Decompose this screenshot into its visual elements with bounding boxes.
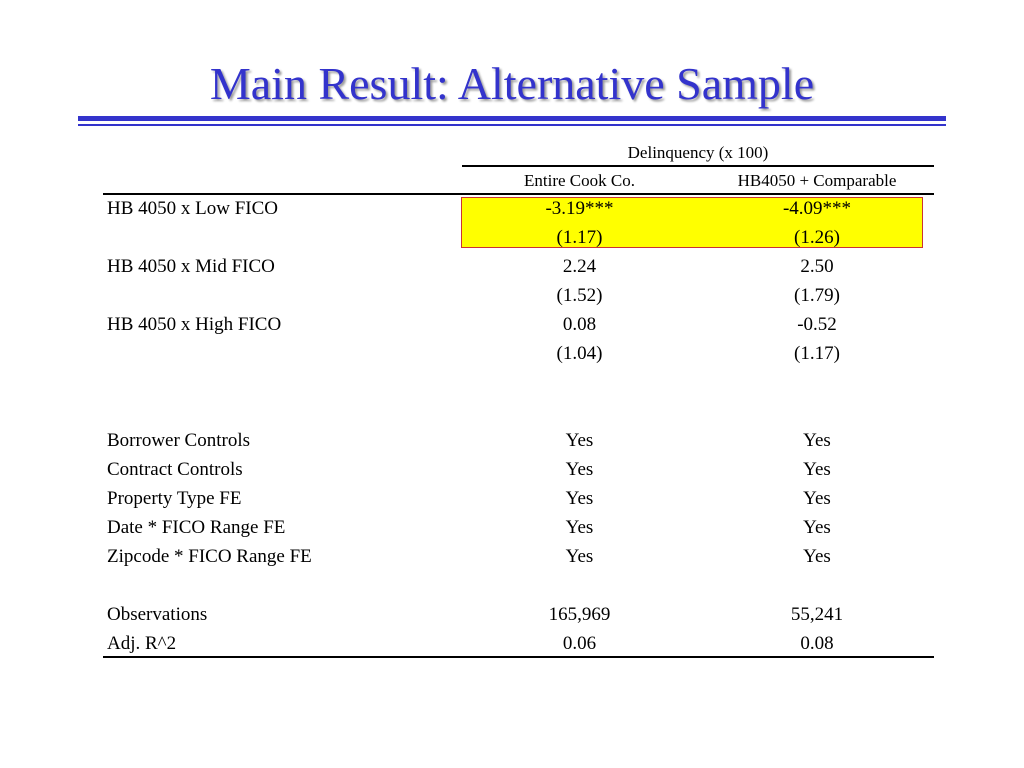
high-fico-estimate-col1: 0.08 — [562, 314, 597, 335]
adj-r2-col2: 0.08 — [800, 633, 834, 654]
property-type-fe-col2: Yes — [803, 488, 831, 509]
zipcode-fico-fe-col1: Yes — [565, 546, 594, 567]
observations-col1: 165,969 — [548, 604, 611, 625]
header-bottom-rule — [103, 193, 934, 195]
date-fico-fe-col1: Yes — [565, 517, 594, 538]
table-bottom-rule — [103, 656, 934, 658]
low-fico-highlight — [461, 197, 923, 248]
mid-fico-se-col1: (1.52) — [556, 285, 603, 306]
property-type-fe-col1: Yes — [565, 488, 594, 509]
borrower-controls-col1: Yes — [565, 430, 594, 451]
contract-controls-col2: Yes — [803, 459, 831, 480]
low-fico-estimate-col2: -4.09*** — [782, 198, 852, 219]
high-fico-estimate-col2: -0.52 — [797, 314, 837, 335]
row-label-observations: Observations — [107, 604, 208, 625]
slide-title: Main Result: Alternative Sample — [209, 58, 815, 109]
high-fico-se-col2: (1.17) — [794, 343, 840, 364]
title-underline-thick — [78, 116, 946, 121]
row-label-date-fico-fe: Date * FICO Range FE — [107, 517, 286, 538]
high-fico-se-col1: (1.04) — [556, 343, 603, 364]
low-fico-se-col2: (1.26) — [794, 227, 840, 248]
column-group-header: Delinquency (x 100) — [627, 143, 769, 162]
observations-col2: 55,241 — [790, 604, 844, 625]
zipcode-fico-fe-col2: Yes — [803, 546, 831, 567]
contract-controls-col1: Yes — [565, 459, 594, 480]
row-label-mid-fico: HB 4050 x Mid FICO — [107, 256, 275, 277]
low-fico-se-col1: (1.17) — [556, 227, 603, 248]
title-underline-thin — [78, 124, 946, 126]
row-label-property-type-fe: Property Type FE — [107, 488, 242, 509]
adj-r2-col1: 0.06 — [562, 633, 597, 654]
mid-fico-se-col2: (1.79) — [794, 285, 840, 306]
row-label-borrower-controls: Borrower Controls — [107, 430, 251, 451]
row-label-zipcode-fico-fe: Zipcode * FICO Range FE — [107, 546, 312, 567]
group-header-rule — [462, 165, 934, 167]
borrower-controls-col2: Yes — [803, 430, 831, 451]
row-label-high-fico: HB 4050 x High FICO — [107, 314, 282, 335]
mid-fico-estimate-col2: 2.50 — [800, 256, 834, 277]
row-label-contract-controls: Contract Controls — [107, 459, 243, 480]
date-fico-fe-col2: Yes — [803, 517, 831, 538]
row-label-low-fico: HB 4050 x Low FICO — [107, 198, 279, 219]
low-fico-estimate-col1: -3.19*** — [545, 198, 614, 219]
mid-fico-estimate-col1: 2.24 — [562, 256, 597, 277]
row-label-adj-r2: Adj. R^2 — [107, 633, 177, 654]
column-header-hb4050-comparable: HB4050 + Comparable — [737, 171, 897, 190]
column-header-entire-cook: Entire Cook Co. — [524, 171, 635, 190]
